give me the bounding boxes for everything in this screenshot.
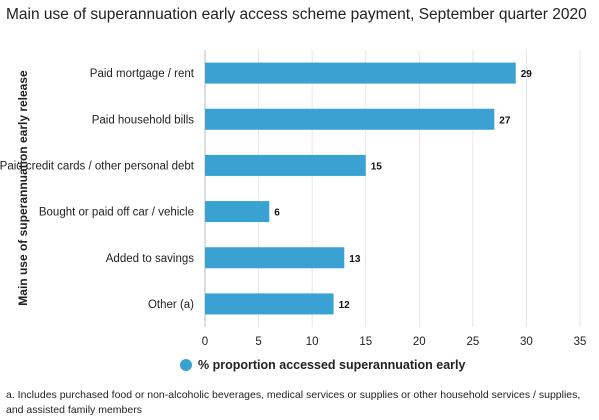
labels: 0 5 10 15 20 25 30 35 Paid mortgage / rent 29 Paid…	[0, 68, 586, 348]
x-tick-label: 15	[359, 336, 372, 348]
data-label: 27	[499, 115, 511, 126]
bar-0[interactable]	[205, 62, 516, 84]
category-label: Paid credit cards / other personal debt	[0, 160, 195, 172]
x-tick-label: 20	[413, 336, 426, 348]
category-label: Other (a)	[148, 299, 194, 311]
data-label: 15	[371, 161, 383, 172]
bar-3[interactable]	[205, 201, 270, 223]
data-label: 13	[349, 254, 361, 265]
data-label: 29	[521, 69, 533, 80]
legend[interactable]: % proportion accessed superannuation ear…	[180, 358, 465, 372]
x-tick-label: 5	[255, 336, 261, 348]
chart-title: Main use of superannuation early access …	[6, 6, 587, 23]
x-tick-label: 10	[306, 336, 319, 348]
footnote: a. Includes purchased food or non-alcoho…	[6, 389, 581, 416]
category-label: Bought or paid off car / vehicle	[39, 207, 194, 219]
x-tick-label: 0	[202, 336, 208, 348]
category-label: Paid household bills	[92, 114, 195, 126]
data-label: 6	[274, 208, 280, 219]
bar-1[interactable]	[205, 108, 495, 130]
x-tick-label: 25	[466, 336, 479, 348]
x-tick-label: 35	[574, 336, 587, 348]
bar-4[interactable]	[205, 247, 345, 269]
bar-5[interactable]	[205, 293, 334, 315]
legend-marker	[180, 359, 192, 371]
bars	[205, 62, 516, 315]
bar-2[interactable]	[205, 154, 366, 176]
y-axis-title: Main use of superannuation early release	[16, 70, 30, 306]
category-label: Paid mortgage / rent	[90, 68, 195, 80]
gridlines	[204, 50, 581, 327]
x-tick-label: 30	[520, 336, 533, 348]
legend-label: % proportion accessed superannuation ear…	[198, 358, 466, 372]
category-label: Added to savings	[106, 253, 194, 265]
data-label: 12	[339, 300, 351, 311]
